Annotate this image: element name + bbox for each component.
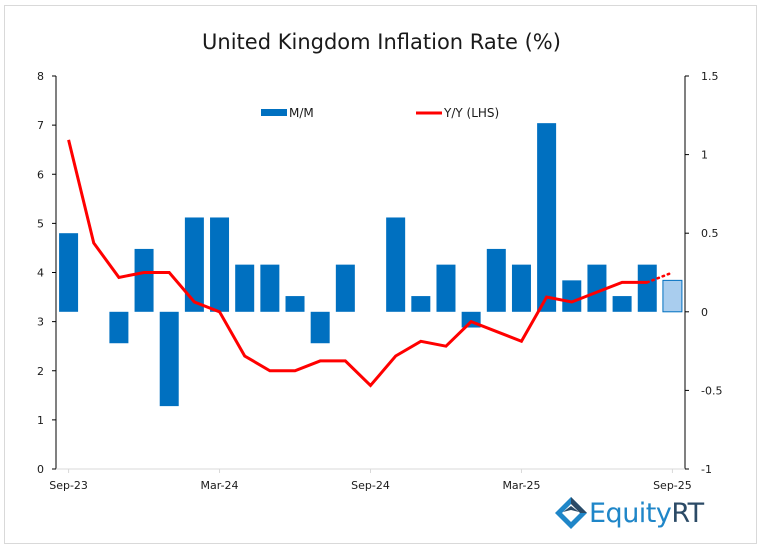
equityrt-logo: EquityRT — [553, 495, 704, 531]
bar-mm-may-25 — [562, 280, 582, 312]
legend-label-yy: Y/Y (LHS) — [443, 106, 499, 120]
bar-mm-dec-24 — [436, 264, 456, 312]
bar-mm-apr-24 — [235, 264, 255, 312]
chart-title: United Kingdom Inflation Rate (%) — [202, 30, 561, 54]
bar-mm-dec-23 — [134, 248, 154, 312]
x-tick-label: Sep-25 — [653, 479, 692, 492]
left-tick-label: 1 — [37, 414, 44, 427]
right-tick-label: -0.5 — [701, 384, 722, 397]
bar-mm-oct-24 — [386, 217, 406, 312]
right-tick-label: -1 — [701, 463, 712, 476]
left-tick-label: 0 — [37, 463, 44, 476]
bar-mm-sep-25 — [662, 279, 683, 313]
bar-mm-aug-25 — [637, 264, 657, 312]
left-tick-label: 4 — [37, 267, 44, 280]
bar-mm-mar-24 — [210, 217, 230, 312]
bar-mm-may-24 — [260, 264, 280, 312]
line-yy-forecast — [646, 271, 674, 284]
legend-label-mm: M/M — [289, 106, 314, 120]
x-tick-label: Sep-24 — [351, 479, 390, 492]
bar-mm-jul-25 — [612, 296, 632, 312]
axes: 0 1 2 3 4 5 6 7 8 -1 -0.5 0 0.5 1 1.5 Sep-23 Mar-24 Sep-2… — [37, 70, 722, 492]
right-tick-label: 1.5 — [701, 70, 719, 83]
left-tick-label: 3 — [37, 316, 44, 329]
right-tick-label: 0 — [701, 306, 708, 319]
x-tick-label: Sep-23 — [49, 479, 88, 492]
legend: M/M Y/Y (LHS) — [261, 106, 499, 120]
bar-mm-aug-24 — [335, 264, 355, 312]
line-series-yy — [67, 139, 674, 388]
bar-mm-jan-24 — [159, 311, 179, 407]
bar-series-mm — [59, 123, 683, 407]
left-tick-label: 6 — [37, 168, 44, 181]
right-tick-label: 1 — [701, 149, 708, 162]
bar-mm-jun-25 — [587, 264, 607, 312]
equityrt-logo-text: EquityRT — [589, 497, 704, 529]
bar-mm-nov-23 — [109, 311, 129, 344]
legend-swatch-mm — [261, 109, 287, 116]
equityrt-logo-icon — [555, 497, 587, 529]
bar-mm-jul-24 — [310, 311, 330, 344]
x-tick-label: Mar-25 — [502, 479, 540, 492]
bar-mm-feb-24 — [184, 217, 204, 312]
bar-mm-nov-24 — [411, 296, 431, 312]
bar-mm-jun-24 — [285, 296, 305, 312]
x-tick-label: Mar-24 — [201, 479, 239, 492]
bar-mm-sep-23 — [59, 233, 79, 312]
left-tick-label: 7 — [37, 119, 44, 132]
left-tick-label: 2 — [37, 365, 44, 378]
bar-mm-mar-25 — [511, 264, 531, 312]
bar-mm-apr-25 — [537, 123, 557, 312]
left-tick-label: 5 — [37, 217, 44, 230]
left-tick-label: 8 — [37, 70, 44, 83]
line-yy-actual — [67, 139, 648, 388]
right-tick-label: 0.5 — [701, 227, 719, 240]
bar-mm-feb-25 — [486, 248, 506, 312]
